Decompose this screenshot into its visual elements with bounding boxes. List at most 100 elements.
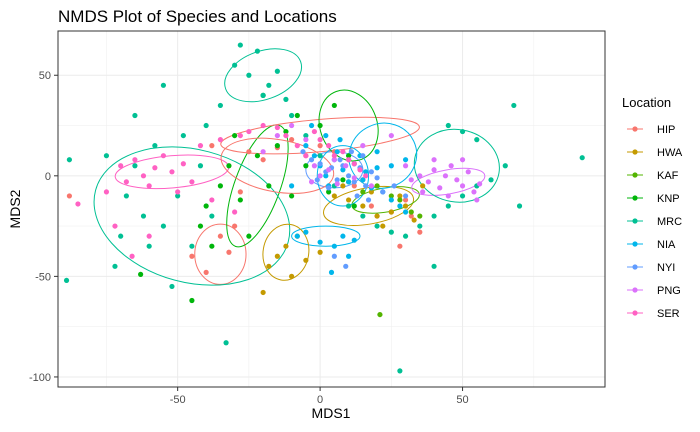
point-mrc [274, 68, 280, 74]
point-knp [254, 153, 261, 159]
point-kaf [360, 189, 366, 195]
point-knp [326, 189, 332, 195]
point-hip [226, 249, 232, 255]
point-nia [331, 243, 337, 249]
point-mrc [160, 223, 167, 229]
point-kaf [377, 311, 383, 318]
plot-border [57, 30, 606, 388]
x-tick-label: -50 [170, 394, 186, 406]
y-tick-label: 0 [45, 171, 51, 183]
point-hip [237, 189, 243, 195]
point-ser [217, 137, 223, 143]
point-ser [180, 161, 186, 167]
point-hip [397, 243, 403, 249]
point-png [425, 179, 431, 185]
point-mrc [217, 102, 223, 109]
point-nia [334, 149, 340, 155]
point-nyi [337, 157, 343, 163]
point-nyi [365, 197, 372, 203]
point-knp [331, 102, 337, 109]
point-hip [351, 183, 357, 189]
point-ser [283, 132, 289, 139]
plot-panel [57, 30, 606, 388]
ellipse-nia [316, 145, 370, 207]
point-ser [340, 149, 346, 155]
legend-key-knp [632, 195, 638, 201]
point-knp [283, 128, 289, 135]
legend-key-hip [632, 126, 638, 132]
legend-label-kaf: KAF [657, 170, 679, 182]
point-hip [232, 223, 238, 229]
point-mrc [388, 229, 394, 235]
point-mrc [445, 203, 451, 209]
point-hwa [397, 193, 403, 199]
point-knp [209, 243, 215, 249]
point-kaf [374, 183, 380, 189]
point-nia [294, 233, 300, 239]
point-knp [340, 177, 346, 183]
point-nia [351, 237, 357, 243]
x-tick-label: 0 [317, 394, 323, 406]
point-hwa [345, 197, 352, 203]
point-ser [112, 223, 118, 229]
point-mrc [175, 193, 181, 199]
point-png [343, 163, 349, 169]
point-knp [189, 297, 195, 304]
point-ser [123, 179, 129, 185]
point-mrc [289, 112, 295, 119]
point-knp [217, 183, 223, 189]
point-nia [317, 239, 323, 245]
point-png [448, 163, 454, 169]
point-mrc [197, 163, 204, 169]
point-hwa [331, 193, 337, 199]
point-mrc [63, 277, 70, 284]
point-mrc [303, 132, 309, 139]
point-mrc [417, 223, 423, 229]
point-nia [397, 203, 403, 209]
point-mrc [237, 42, 243, 48]
point-ser [363, 173, 369, 179]
point-nyi [363, 183, 369, 189]
point-knp [274, 143, 280, 149]
point-mrc [152, 143, 158, 149]
point-nyi [360, 153, 366, 159]
point-mrc [169, 283, 175, 290]
point-hip [246, 149, 252, 155]
point-nyi [348, 149, 355, 155]
point-nia [402, 157, 409, 163]
ellipse-hip [194, 223, 247, 285]
point-nia [363, 169, 369, 175]
point-kaf [408, 209, 414, 215]
point-knp [351, 203, 357, 209]
point-mrc [488, 177, 494, 183]
point-ser [317, 137, 323, 143]
point-hip [217, 233, 223, 239]
point-mrc [112, 263, 118, 269]
point-hip [209, 143, 215, 149]
point-knp [237, 197, 243, 203]
point-knp [317, 122, 323, 129]
point-knp [289, 193, 295, 199]
point-mrc [66, 157, 72, 163]
point-ser [246, 128, 252, 135]
point-kaf [388, 193, 394, 199]
point-knp [303, 163, 309, 169]
point-png [459, 183, 466, 189]
point-knp [294, 112, 300, 119]
point-nia [374, 149, 380, 155]
point-mrc [254, 48, 261, 54]
point-ser [311, 128, 318, 135]
point-ser [189, 179, 195, 185]
point-mrc [189, 243, 195, 249]
point-png [402, 163, 409, 169]
legend-label-hip: HIP [657, 124, 675, 136]
legend-key-nia [632, 241, 638, 247]
point-mrc [431, 213, 437, 219]
point-hip [66, 193, 72, 199]
point-ser [331, 153, 337, 159]
point-knp [226, 163, 232, 169]
point-nyi [345, 173, 352, 179]
y-axis-title: MDS2 [7, 189, 23, 228]
point-nia [360, 177, 366, 183]
point-nyi [402, 193, 409, 199]
